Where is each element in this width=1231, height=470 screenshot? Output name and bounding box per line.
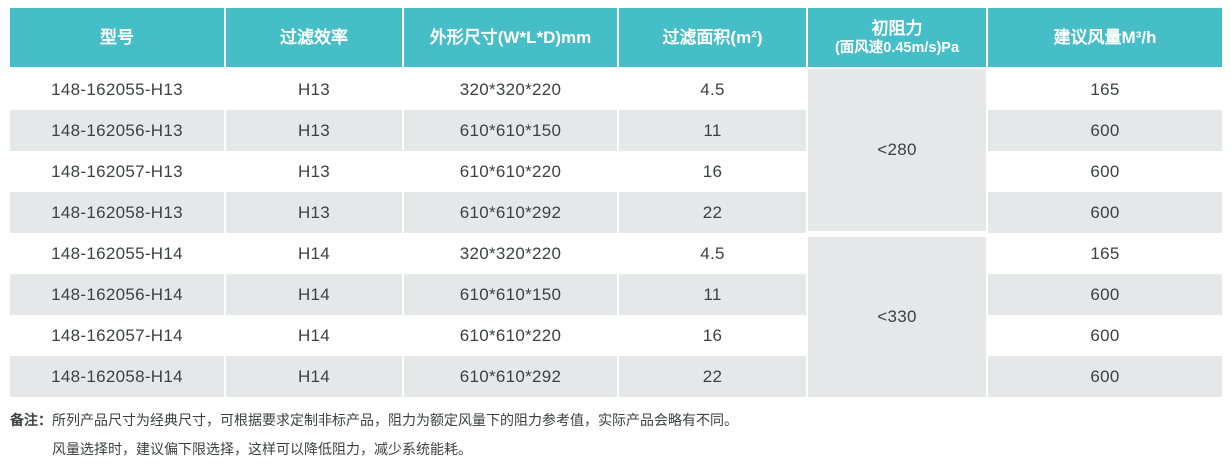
area-cell: 16 [619, 151, 808, 192]
dimensions-cell: 610*610*220 [404, 315, 619, 356]
efficiency-cell: H13 [226, 110, 404, 151]
resistance-group-h14: <330 [808, 233, 988, 397]
header-airflow-label: 建议风量M³/h [1053, 27, 1157, 47]
header-airflow: 建议风量M³/h [988, 8, 1222, 69]
remarks-body: 所列产品尺寸为经典尺寸，可根据要求定制非标产品，阻力为额定风量下的阻力参考值，实… [52, 406, 738, 464]
airflow-cell: 600 [988, 151, 1222, 192]
model-cell: 148-162055-H14 [10, 233, 226, 274]
header-dimensions-label: 外形尺寸(W*L*D)mm [429, 27, 592, 47]
area-cell: 16 [619, 315, 808, 356]
efficiency-cell: H14 [226, 233, 404, 274]
header-resistance-label: 初阻力 [871, 18, 923, 38]
header-resistance-sublabel: (面风速0.45m/s)Pa [834, 40, 960, 57]
remarks-label: 备注： [10, 412, 52, 428]
header-resistance: 初阻力 (面风速0.45m/s)Pa [808, 8, 988, 69]
area-cell: 11 [619, 110, 808, 151]
header-model: 型号 [10, 8, 226, 69]
model-cell: 148-162057-H13 [10, 151, 226, 192]
header-area: 过滤面积(m²) [619, 8, 808, 69]
model-cell: 148-162058-H13 [10, 192, 226, 233]
model-cell: 148-162055-H13 [10, 69, 226, 110]
airflow-cell: 600 [988, 192, 1222, 233]
dimensions-cell: 320*320*220 [404, 233, 619, 274]
efficiency-cell: H14 [226, 356, 404, 397]
dimensions-cell: 610*610*220 [404, 151, 619, 192]
spec-table: 型号 过滤效率 外形尺寸(W*L*D)mm 过滤面积(m²) 初阻力 (面风速0… [10, 8, 1222, 397]
efficiency-cell: H13 [226, 192, 404, 233]
area-cell: 4.5 [619, 233, 808, 274]
header-efficiency: 过滤效率 [226, 8, 404, 69]
dimensions-cell: 610*610*150 [404, 274, 619, 315]
model-cell: 148-162057-H14 [10, 315, 226, 356]
dimensions-cell: 320*320*220 [404, 69, 619, 110]
area-cell: 22 [619, 192, 808, 233]
airflow-cell: 600 [988, 274, 1222, 315]
efficiency-cell: H14 [226, 315, 404, 356]
dimensions-cell: 610*610*292 [404, 192, 619, 233]
dimensions-cell: 610*610*150 [404, 110, 619, 151]
header-efficiency-label: 过滤效率 [280, 27, 348, 47]
remarks: 备注： 所列产品尺寸为经典尺寸，可根据要求定制非标产品，阻力为额定风量下的阻力参… [10, 406, 738, 464]
area-cell: 22 [619, 356, 808, 397]
efficiency-cell: H13 [226, 69, 404, 110]
model-cell: 148-162056-H14 [10, 274, 226, 315]
airflow-cell: 600 [988, 110, 1222, 151]
efficiency-cell: H13 [226, 151, 404, 192]
model-cell: 148-162056-H13 [10, 110, 226, 151]
header-model-label: 型号 [100, 27, 134, 47]
header-area-label: 过滤面积(m²) [662, 27, 763, 47]
area-cell: 4.5 [619, 69, 808, 110]
airflow-cell: 600 [988, 356, 1222, 397]
model-cell: 148-162058-H14 [10, 356, 226, 397]
area-cell: 11 [619, 274, 808, 315]
header-dimensions: 外形尺寸(W*L*D)mm [404, 8, 619, 69]
airflow-cell: 600 [988, 315, 1222, 356]
dimensions-cell: 610*610*292 [404, 356, 619, 397]
airflow-cell: 165 [988, 233, 1222, 274]
remarks-line-1: 所列产品尺寸为经典尺寸，可根据要求定制非标产品，阻力为额定风量下的阻力参考值，实… [52, 412, 738, 428]
remarks-line-2: 风量选择时，建议偏下限选择，这样可以降低阻力，减少系统能耗。 [52, 441, 472, 457]
efficiency-cell: H14 [226, 274, 404, 315]
airflow-cell: 165 [988, 69, 1222, 110]
resistance-group-h13: <280 [808, 69, 988, 233]
